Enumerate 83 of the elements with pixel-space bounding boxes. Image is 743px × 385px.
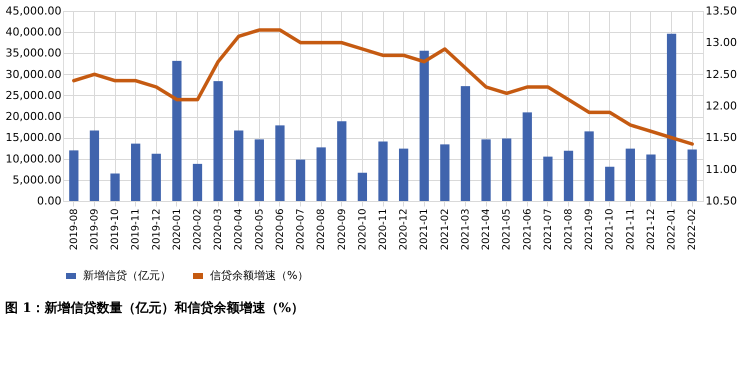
y-tick-label: 35,000.00 (6, 46, 62, 60)
x-tick-label: 2022-02 (687, 208, 698, 250)
bar (584, 131, 594, 201)
bar (152, 154, 161, 201)
bar (131, 144, 140, 201)
x-tick-label: 2020-12 (398, 208, 410, 250)
bar (564, 150, 574, 201)
y-tick-label: 45,000.00 (6, 4, 62, 18)
bar (398, 148, 408, 201)
x-tick-label: 2020-01 (172, 208, 183, 250)
y2-tick-label: 11.50 (706, 131, 737, 144)
x-tick-label: 2021-01 (419, 208, 430, 250)
x-tick-label: 2021-02 (440, 208, 451, 250)
bar (69, 150, 78, 201)
bar (234, 130, 244, 201)
y-tick-label: 10,000.00 (6, 152, 62, 166)
x-tick-label: 2021-05 (502, 208, 513, 250)
x-tick-label: 2021-07 (542, 208, 554, 250)
x-tick-label: 2021-04 (481, 208, 492, 250)
bar (337, 121, 346, 201)
x-tick-label: 2021-06 (522, 208, 534, 250)
bar (192, 164, 202, 201)
bar (440, 144, 450, 201)
y-tick-label: 40,000.00 (6, 26, 62, 39)
bar (502, 138, 512, 201)
x-tick-label: 2019-12 (151, 208, 162, 250)
x-tick-label: 2021-03 (460, 208, 472, 250)
bar (688, 149, 697, 201)
x-tick-label: 2019-11 (130, 208, 142, 250)
x-tick-label: 2020-02 (192, 208, 204, 250)
y-tick-label: 20,000.00 (6, 110, 62, 124)
bar (378, 141, 388, 201)
x-tick-label: 2019-10 (110, 208, 122, 250)
bar (296, 160, 306, 201)
bar (460, 86, 470, 201)
bar (522, 112, 532, 201)
x-tick-label: 2020-04 (234, 208, 245, 250)
bar (90, 130, 100, 201)
y-tick-label: 25,000.00 (6, 88, 62, 102)
x-tick-label: 2021-10 (604, 208, 616, 250)
x-tick-label: 2020-09 (336, 208, 348, 250)
legend-label: 信贷余额增速（%） (210, 269, 308, 282)
x-tick-label: 2021-12 (646, 208, 657, 250)
bar (543, 156, 553, 201)
bar (626, 148, 635, 201)
x-tick-label: 2020-05 (254, 208, 266, 250)
y2-tick-label: 12.50 (706, 68, 737, 81)
y2-tick-label: 13.00 (706, 36, 737, 50)
bar (481, 139, 491, 201)
x-tick-label: 2020-11 (378, 208, 389, 250)
y2-tick-label: 13.50 (706, 4, 737, 18)
bar (358, 172, 368, 201)
y2-tick-label: 12.00 (706, 100, 737, 112)
x-tick-label: 2020-06 (274, 208, 286, 250)
bar (254, 139, 264, 201)
bar (605, 166, 614, 201)
y-tick-label: 5,000.00 (12, 173, 62, 186)
y-tick-label: 0.00 (37, 194, 62, 208)
bar (666, 34, 676, 201)
x-tick-label: 2019-08 (68, 208, 80, 250)
x-tick-label: 2021-08 (564, 208, 575, 250)
x-tick-label: 2020-10 (357, 208, 368, 250)
bar (275, 125, 285, 201)
bar (646, 154, 656, 201)
bar (420, 50, 429, 201)
x-tick-label: 2021-11 (625, 208, 636, 250)
y2-tick-label: 10.50 (706, 194, 737, 208)
x-tick-label: 2020-03 (213, 208, 224, 250)
line-series (72, 28, 694, 146)
y-tick-label: 30,000.00 (6, 68, 62, 81)
y2-tick-label: 11.00 (706, 162, 737, 176)
bar (172, 60, 182, 201)
x-tick-label: 2022-01 (666, 208, 678, 250)
bar (316, 147, 326, 201)
x-tick-label: 2021-09 (584, 208, 596, 250)
bar (213, 81, 223, 201)
y-tick-label: 15,000.00 (6, 131, 62, 144)
x-tick-label: 2020-08 (316, 208, 328, 250)
legend-label: 新增信贷（亿元） (83, 269, 171, 282)
text: 图 1：新增信贷数量（亿元）和信贷余额增速（%） (5, 300, 304, 316)
x-tick-label: 2019-09 (89, 208, 100, 250)
x-tick-label: 2020-07 (296, 208, 307, 250)
bar (110, 174, 120, 201)
